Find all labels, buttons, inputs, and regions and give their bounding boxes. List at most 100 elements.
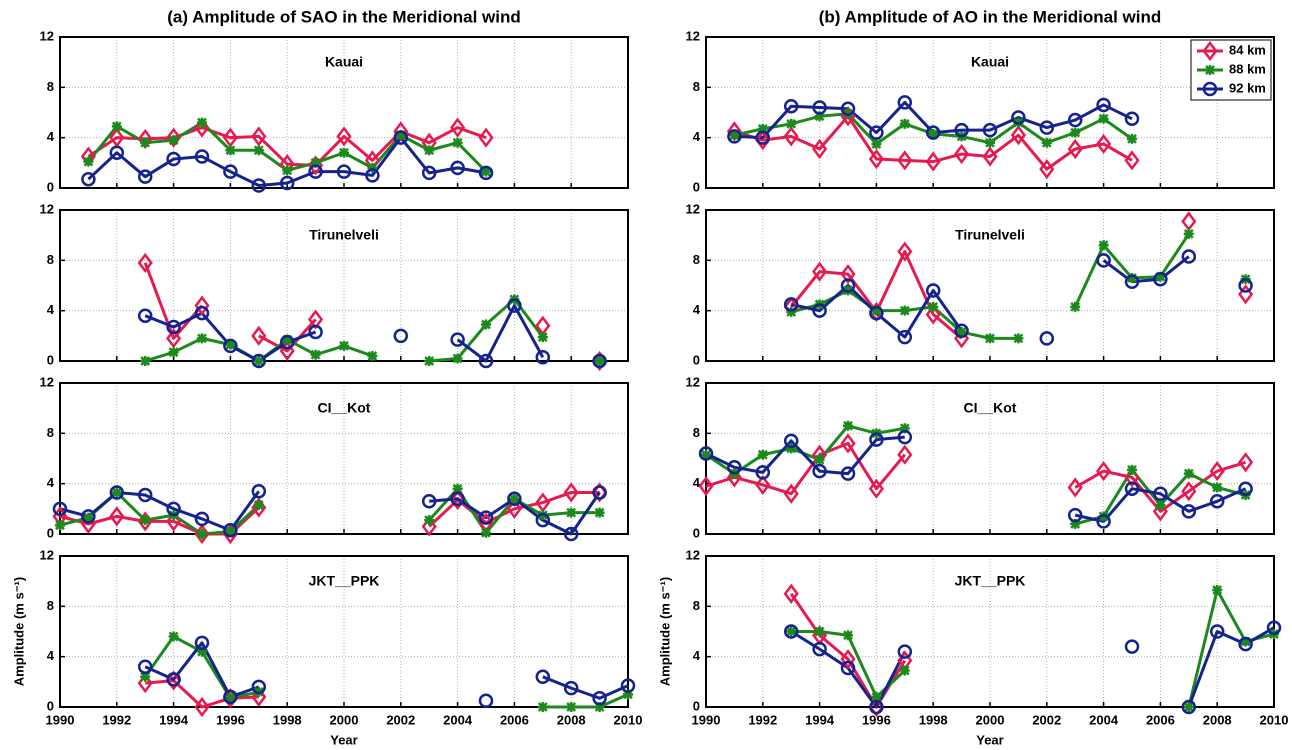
marker-diamond [1067, 477, 1083, 498]
marker-diamond [840, 264, 856, 285]
marker-asterisk [985, 333, 995, 344]
marker-asterisk [786, 626, 797, 637]
marker-circle [1096, 97, 1111, 113]
y-tick-label: 4 [693, 302, 701, 317]
marker-circle [954, 323, 969, 339]
marker-circle [869, 125, 884, 140]
marker-asterisk [899, 665, 910, 676]
marker-circle [137, 659, 153, 674]
series-line [87, 136, 487, 187]
x-axis-label: Year [330, 732, 357, 747]
marker-circle [1124, 274, 1140, 289]
marker-circle [223, 522, 238, 538]
marker-asterisk [1212, 584, 1223, 595]
marker-asterisk [1127, 272, 1137, 283]
marker-circle [1202, 81, 1218, 97]
marker-asterisk [452, 483, 463, 494]
x-tick-label: 2004 [1089, 712, 1119, 727]
y-tick-label: 8 [693, 79, 700, 94]
marker-diamond [336, 126, 352, 147]
marker-circle [137, 487, 153, 503]
marker-asterisk [1127, 133, 1137, 144]
marker-diamond [450, 117, 466, 138]
marker-diamond [166, 328, 182, 349]
marker-asterisk [566, 507, 577, 518]
marker-diamond [783, 583, 799, 604]
marker-asterisk [452, 137, 463, 148]
marker-diamond [109, 506, 125, 527]
series-line [145, 679, 259, 709]
marker-asterisk [140, 137, 151, 148]
marker-circle [336, 164, 352, 179]
marker-circle [897, 644, 913, 659]
marker-circle [81, 171, 96, 187]
marker-asterisk [168, 135, 179, 146]
marker-circle [783, 624, 799, 639]
marker-circle [840, 101, 856, 116]
marker-diamond [1096, 461, 1112, 482]
marker-asterisk [481, 166, 491, 177]
marker-diamond [1202, 40, 1218, 62]
marker-circle [592, 690, 607, 706]
marker-diamond [194, 295, 210, 316]
marker-asterisk [757, 123, 768, 134]
marker-diamond [137, 511, 153, 532]
marker-circle [1039, 331, 1055, 346]
marker-asterisk [1155, 271, 1166, 282]
marker-asterisk [537, 702, 548, 712]
marker-asterisk [225, 339, 236, 350]
marker-diamond [982, 146, 998, 167]
x-tick-label: 1994 [805, 712, 835, 727]
marker-diamond [506, 498, 522, 519]
marker-circle [925, 125, 941, 140]
marker-circle [982, 122, 998, 138]
marker-diamond [1067, 138, 1083, 160]
marker-circle [450, 160, 465, 176]
marker-circle [166, 151, 181, 167]
panel-title: Tirunelveli [955, 227, 1025, 243]
marker-diamond [166, 670, 182, 691]
column-title: (b) Amplitude of AO in the Meridional wi… [819, 7, 1162, 26]
marker-circle [52, 501, 68, 517]
marker-circle [223, 689, 238, 705]
marker-circle [755, 465, 771, 480]
marker-circle [1266, 620, 1282, 635]
marker-circle [954, 122, 969, 138]
marker-circle [869, 432, 884, 447]
marker-asterisk [225, 526, 236, 537]
marker-circle [812, 463, 827, 479]
y-tick-label: 0 [47, 352, 54, 367]
marker-circle [109, 145, 125, 161]
marker-asterisk [1070, 301, 1081, 312]
plot-frame [705, 36, 1275, 189]
marker-circle [1096, 253, 1111, 268]
marker-circle [869, 305, 884, 321]
marker-asterisk [140, 356, 151, 366]
marker-asterisk [140, 671, 151, 682]
y-tick-label: 0 [47, 698, 54, 713]
x-tick-label: 2006 [1146, 712, 1175, 727]
y-tick-label: 12 [686, 28, 700, 43]
marker-diamond [840, 649, 856, 670]
marker-circle [592, 485, 607, 500]
marker-asterisk [729, 130, 740, 141]
marker-asterisk [339, 147, 349, 158]
y-axis-label: Amplitude (m s⁻¹) [11, 577, 26, 686]
marker-asterisk [899, 423, 910, 434]
y-tick-label: 12 [40, 374, 54, 389]
y-tick-label: 8 [47, 252, 54, 267]
marker-asterisk [83, 512, 94, 523]
legend-label: 84 km [1229, 42, 1266, 57]
marker-circle [81, 509, 96, 524]
marker-asterisk [623, 689, 633, 700]
marker-circle [1067, 112, 1083, 128]
panel-title: CI__Kot [318, 400, 371, 416]
marker-asterisk [225, 145, 236, 156]
x-tick-label: 2000 [976, 712, 1005, 727]
marker-asterisk [594, 356, 605, 366]
marker-asterisk [757, 449, 768, 460]
marker-circle [1238, 278, 1253, 293]
marker-circle [1209, 624, 1225, 639]
marker-asterisk [871, 305, 882, 316]
marker-circle [223, 164, 238, 179]
